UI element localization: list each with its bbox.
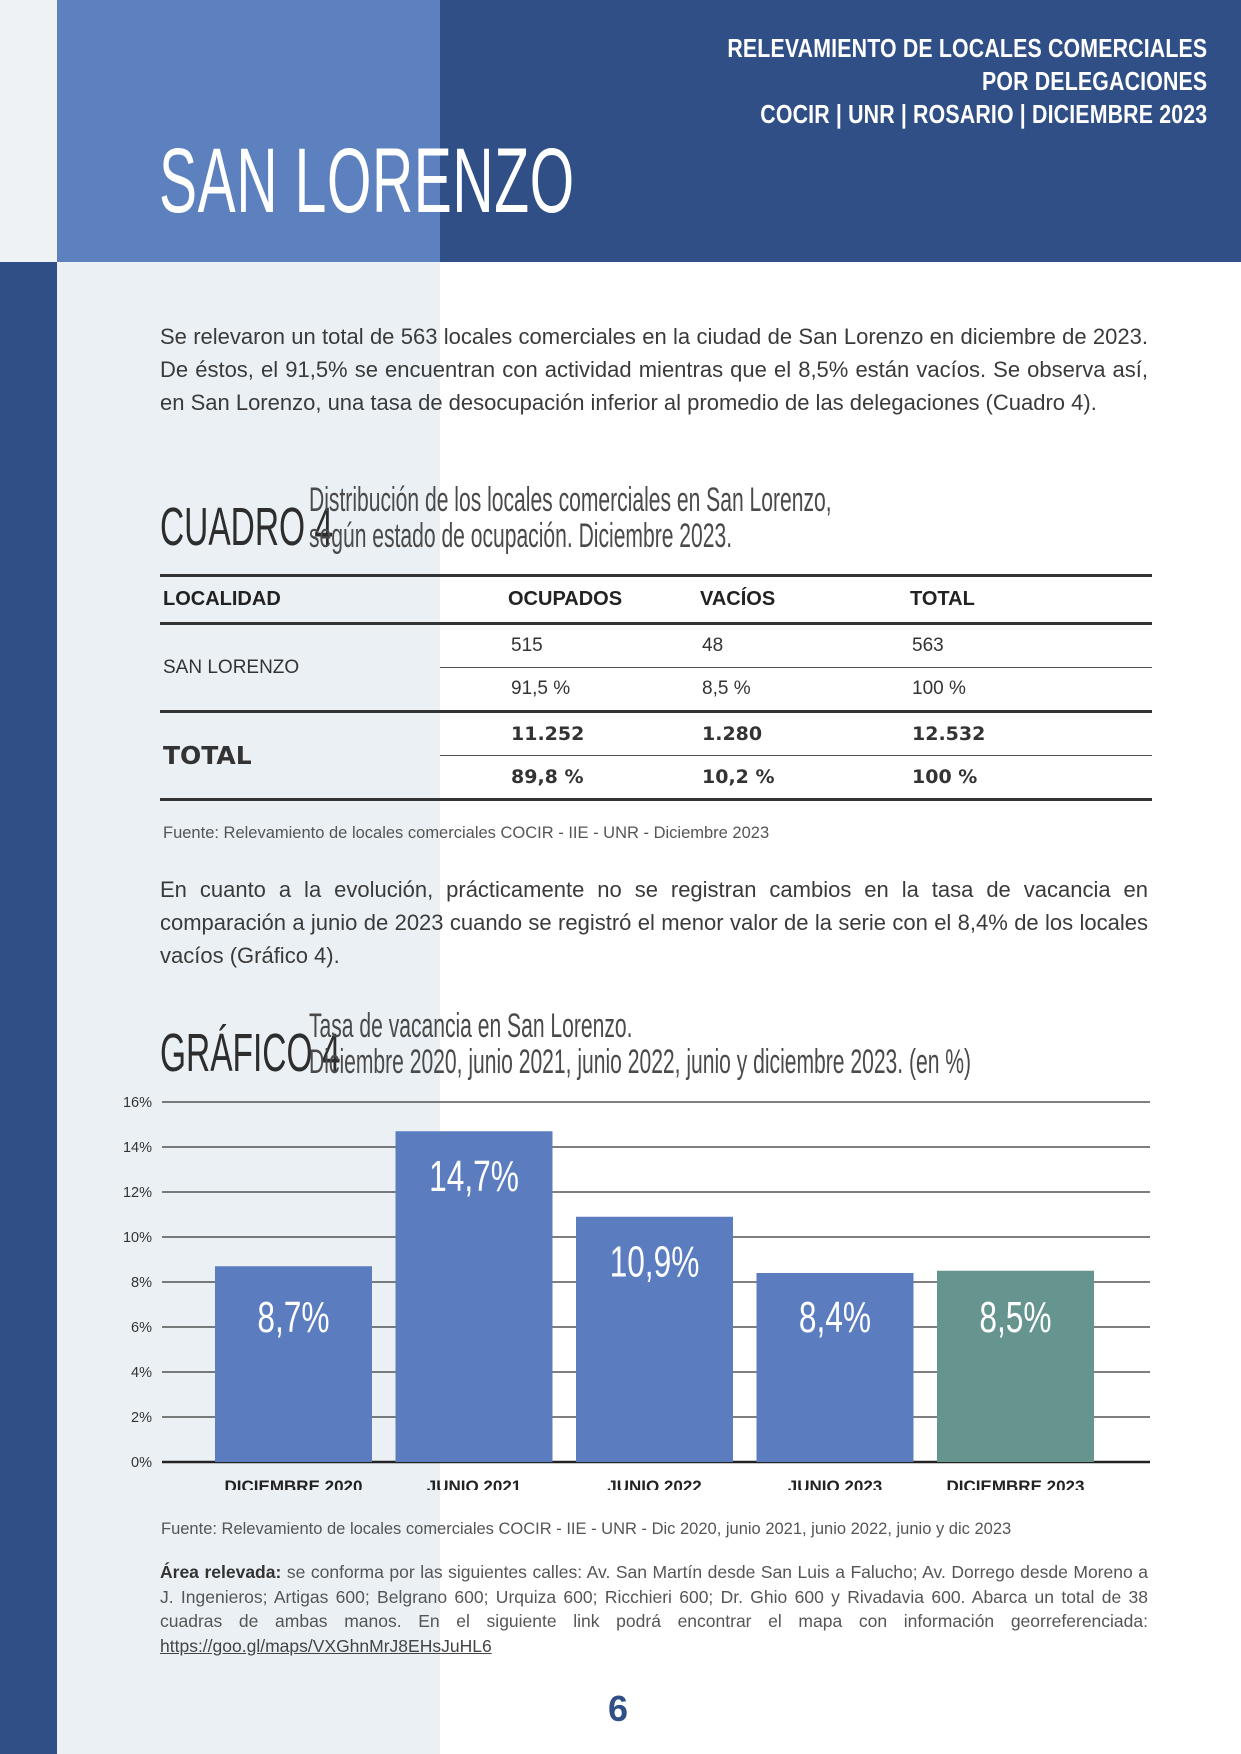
cell-total-count: 563 [912, 635, 944, 656]
table-caption: Distribución de los locales comerciales … [309, 482, 1152, 554]
report-header: RELEVAMIENTO DE LOCALES COMERCIALES POR … [727, 32, 1207, 131]
area-note-label: Área relevada: [160, 1562, 282, 1582]
data-label: 8,4% [799, 1293, 871, 1342]
report-header-line2: POR DELEGACIONES [981, 66, 1207, 96]
x-tick-label: JUNIO 2023 [788, 1477, 883, 1490]
x-tick-label: JUNIO 2021 [427, 1477, 522, 1490]
light-side-panel [57, 262, 440, 1754]
col-header-total: TOTAL [910, 588, 975, 610]
y-tick-label: 14% [123, 1140, 152, 1156]
vacancy-chart: 0% 2% 4% 6% 8% 10% 12% 14% 16% 8,7% DICIEMBRE 2020… [110, 1090, 1170, 1496]
chart-heading: GRÁFICO 4 Tasa de vacancia en San Lorenz… [160, 1008, 1241, 1080]
chart-bar [576, 1216, 733, 1462]
table-source: Fuente: Relevamiento de locales comercia… [163, 824, 770, 842]
y-tick-label: 6% [131, 1320, 152, 1336]
chart-bar [756, 1273, 914, 1462]
table-header-row: LOCALIDAD OCUPADOS VACÍOS TOTAL [160, 575, 1152, 624]
x-tick-label: DICIEMBRE 2023 [947, 1477, 1085, 1490]
y-tick-label: 2% [131, 1410, 152, 1426]
table-caption-line2: según estado de ocupación. Diciembre 202… [309, 517, 733, 555]
cell-total-vacios-count: 1.280 [702, 723, 763, 745]
y-tick-label: 8% [131, 1275, 152, 1291]
row-label-san-lorenzo: SAN LORENZO [163, 656, 300, 678]
left-side-strip [0, 262, 57, 1754]
table-caption-line1: Distribución de los locales comerciales … [309, 481, 832, 519]
cell-ocupados-percent: 91,5 % [440, 667, 653, 712]
table-row: 89,8 % 10,2 % 100 % [160, 755, 1152, 800]
page-number: 6 [608, 1688, 629, 1729]
report-header-line3: COCIR | UNR | ROSARIO | DICIEMBRE 2023 [759, 99, 1207, 129]
y-tick-label: 10% [123, 1230, 152, 1246]
cell-total-total-percent: 100 % [864, 755, 1152, 800]
y-tick-label: 0% [131, 1455, 152, 1471]
chart-caption: Tasa de vacancia en San Lorenzo. Diciemb… [309, 1008, 1241, 1080]
evolution-paragraph: En cuanto a la evolución, prácticamente … [160, 877, 1148, 968]
data-label: 8,7% [257, 1293, 329, 1342]
map-link[interactable]: https://goo.gl/maps/VXGhnMrJ8EHsJuHL6 [160, 1635, 492, 1656]
data-label: 14,7% [429, 1152, 519, 1201]
x-tick-label: JUNIO 2022 [607, 1477, 702, 1490]
table-row: 91,5 % 8,5 % 100 % [160, 667, 1152, 712]
intro-paragraph: Se relevaron un total de 563 locales com… [160, 324, 1148, 415]
col-header-ocupados: OCUPADOS [508, 588, 623, 610]
row-label-total: TOTAL [163, 741, 252, 770]
cell-total-total-count: 12.532 [912, 723, 986, 745]
y-tick-label: 4% [131, 1365, 152, 1381]
data-label: 8,5% [979, 1293, 1051, 1342]
col-header-localidad: LOCALIDAD [163, 588, 281, 610]
area-note-text: se conforma por las siguientes calles: A… [160, 1562, 1148, 1631]
cell-total-ocupados-percent: 89,8 % [440, 755, 653, 800]
occupancy-table: LOCALIDAD OCUPADOS VACÍOS TOTAL SAN LORE… [160, 574, 1152, 801]
y-tick-label: 12% [123, 1185, 152, 1201]
y-tick-label: 16% [123, 1095, 152, 1111]
vacancy-chart-svg: 0% 2% 4% 6% 8% 10% 12% 14% 16% 8,7% DICIEMBRE 2020… [123, 1095, 1150, 1496]
cell-total-vacios-percent: 10,2 % [653, 755, 864, 800]
chart-caption-line2: Diciembre 2020, junio 2021, junio 2022, … [309, 1043, 972, 1081]
col-header-vacios: VACÍOS [700, 588, 776, 610]
chart-bar [215, 1266, 372, 1462]
left-top-block [0, 0, 57, 262]
table-label: CUADRO 4 [160, 497, 334, 557]
chart-bar [937, 1270, 1094, 1462]
cell-total-ocupados-count: 11.252 [511, 723, 585, 745]
table-row: SAN LORENZO 515 48 563 [160, 624, 1152, 678]
cell-vacios-percent: 8,5 % [653, 667, 864, 712]
table-heading: CUADRO 4 Distribución de los locales com… [160, 482, 1152, 554]
cell-vacios-count: 48 [702, 635, 724, 656]
data-label: 10,9% [610, 1238, 700, 1287]
cell-ocupados-count: 515 [511, 635, 543, 656]
header-light-block [57, 0, 440, 262]
chart-label: GRÁFICO 4 [160, 1023, 341, 1083]
chart-source: Fuente: Relevamiento de locales comercia… [161, 1520, 1012, 1538]
chart-bar [395, 1131, 553, 1462]
area-note: Área relevada: se conforma por las sigui… [160, 1560, 1148, 1658]
header-dark-block [440, 0, 1241, 262]
cell-total-percent: 100 % [864, 667, 1152, 712]
table-row: TOTAL 11.252 1.280 12.532 [160, 711, 1152, 770]
chart-caption-line1: Tasa de vacancia en San Lorenzo. [309, 1007, 633, 1045]
report-header-line1: RELEVAMIENTO DE LOCALES COMERCIALES [727, 33, 1207, 63]
x-tick-label: DICIEMBRE 2020 [225, 1477, 363, 1490]
page-title: SAN LORENZO [159, 130, 575, 232]
